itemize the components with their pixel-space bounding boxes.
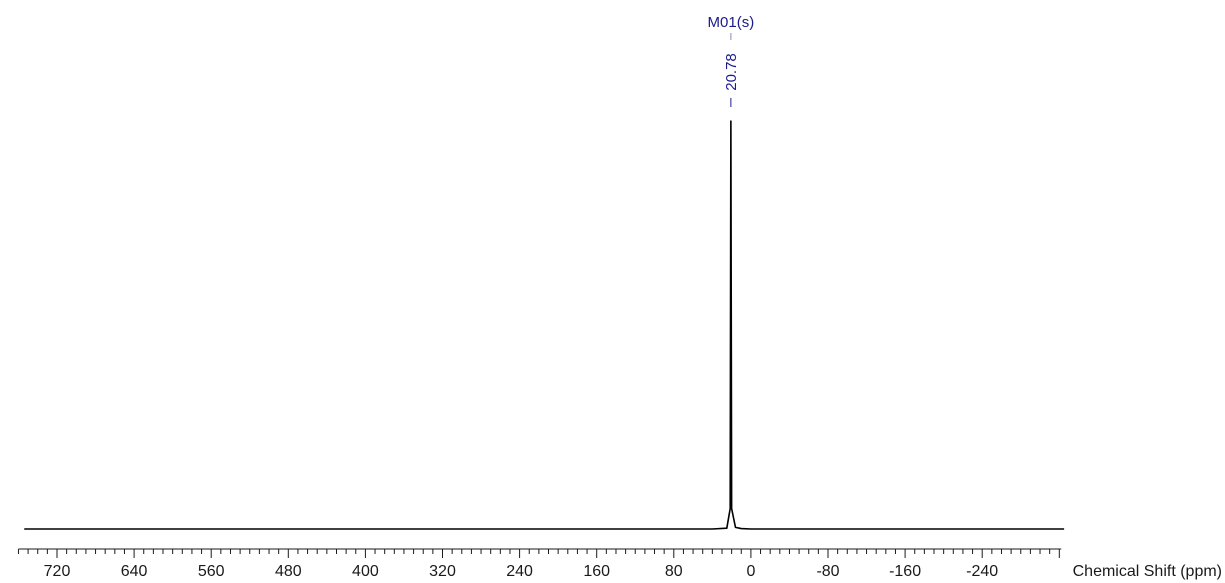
peak-value-label: 20.78 xyxy=(723,53,740,91)
multiplet-label: M01(s) xyxy=(708,14,755,31)
x-tick-label: 160 xyxy=(583,563,610,580)
x-tick-label: 240 xyxy=(506,563,533,580)
x-tick-label: 720 xyxy=(44,563,71,580)
x-tick-label: 640 xyxy=(121,563,148,580)
x-tick-label: -80 xyxy=(816,563,839,580)
x-tick-label: 80 xyxy=(665,563,683,580)
peak-annotations: M01(s) 20.78 xyxy=(708,14,755,107)
spectrum-series xyxy=(24,120,1065,530)
spectrum-line xyxy=(24,120,1065,530)
x-tick-label: -160 xyxy=(889,563,921,580)
x-axis-title: Chemical Shift (ppm) xyxy=(1073,563,1222,580)
x-tick-label: 400 xyxy=(352,563,379,580)
x-tick-label: 480 xyxy=(275,563,302,580)
x-axis: 720 640 560 480 400 320 240 160 80 0 -80 -160 -240 xyxy=(17,548,1062,580)
x-tick-label: 320 xyxy=(429,563,456,580)
x-tick-label: 0 xyxy=(746,563,755,580)
x-tick-label: -240 xyxy=(966,563,998,580)
x-tick-label: 560 xyxy=(198,563,225,580)
